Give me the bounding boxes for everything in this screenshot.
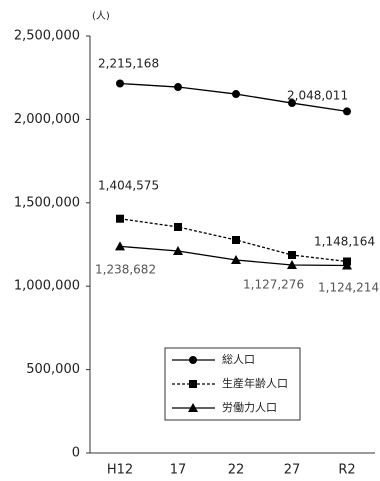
marker (232, 235, 240, 244)
y-tick-label: 500,000 (26, 362, 80, 377)
marker (231, 255, 241, 265)
x-tick-label: R2 (338, 463, 355, 478)
y-unit: (人) (92, 10, 110, 22)
marker (287, 259, 297, 269)
value-label: 1,404,575 (98, 179, 159, 193)
y-tick-label: 2,000,000 (14, 112, 80, 127)
y-tick-label: 0 (72, 446, 80, 461)
x-tick-label: H12 (107, 463, 133, 478)
value-label: 1,148,164 (314, 235, 375, 249)
y-tick-label: 2,500,000 (14, 29, 80, 44)
marker (115, 241, 125, 251)
value-label: 2,048,011 (287, 89, 348, 103)
marker (189, 356, 197, 364)
legend-label: 総人口 (222, 352, 255, 366)
marker (173, 246, 183, 256)
marker (288, 251, 296, 260)
value-label: 2,215,168 (98, 57, 159, 71)
value-label: 1,127,276 (243, 278, 304, 292)
x-tick-label: 17 (170, 463, 187, 478)
marker (174, 83, 182, 92)
marker (343, 107, 351, 116)
x-tick-label: 27 (284, 463, 301, 478)
marker (116, 79, 124, 88)
value-label: 1,238,682 (95, 263, 156, 277)
marker (116, 214, 124, 223)
y-tick-label: 1,500,000 (14, 195, 80, 210)
value-label: 1,124,214 (318, 281, 379, 295)
marker (188, 403, 198, 412)
marker (174, 222, 182, 231)
marker (288, 99, 296, 108)
marker (232, 90, 240, 99)
legend-label: 生産年齢人口 (222, 376, 288, 390)
legend-label: 労働力人口 (222, 400, 277, 414)
marker (342, 260, 352, 270)
x-tick-label: 22 (228, 463, 245, 478)
marker (189, 380, 197, 388)
y-tick-label: 1,000,000 (14, 279, 80, 294)
